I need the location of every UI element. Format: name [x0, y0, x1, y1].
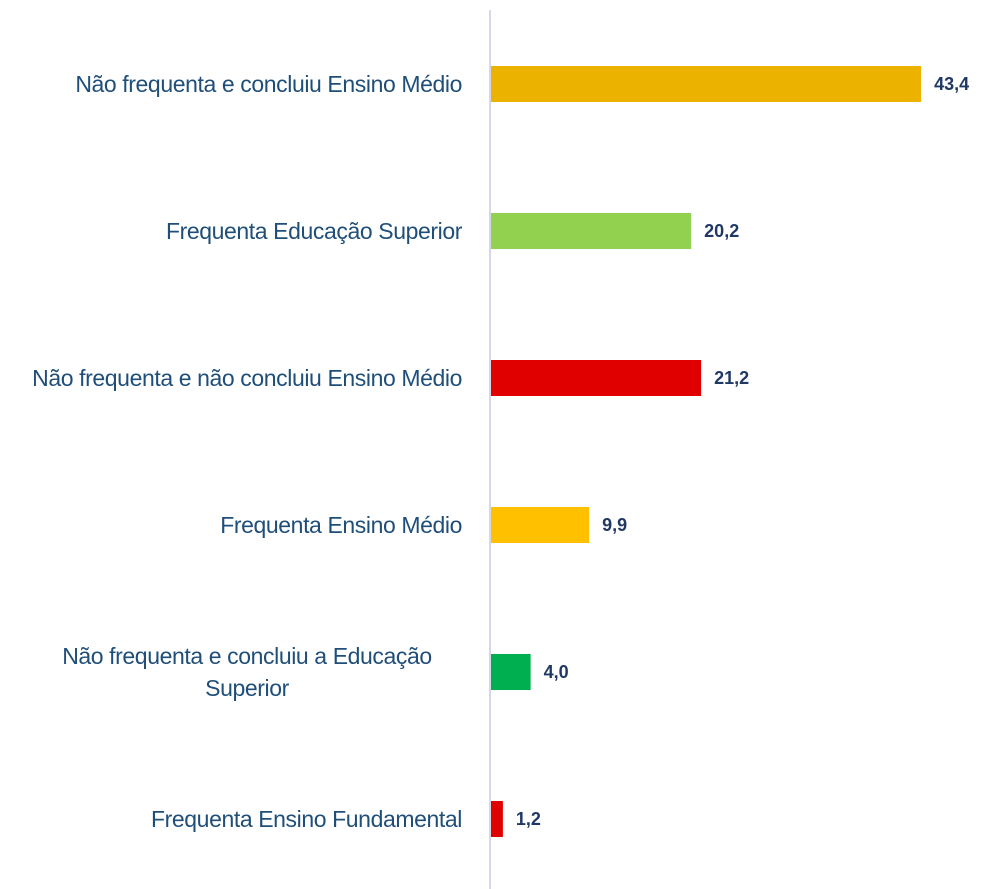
category-label: Frequenta Educação Superior	[10, 215, 462, 247]
bar	[491, 654, 531, 690]
bar	[491, 213, 692, 249]
category-text: Frequenta Ensino Médio	[220, 512, 462, 538]
category-label: Não frequenta e não concluiu Ensino Médi…	[10, 362, 462, 394]
value-label: 1,2	[516, 809, 541, 829]
category-label: Frequenta Ensino Médio	[10, 509, 462, 541]
category-text: Frequenta Ensino Fundamental	[150, 806, 462, 832]
bar	[491, 801, 503, 837]
bar	[491, 66, 922, 102]
value-label: 4,0	[544, 662, 569, 682]
bar	[491, 507, 590, 543]
value-label: 21,2	[714, 368, 749, 388]
value-label: 9,9	[602, 515, 627, 535]
category-text: Não frequenta e concluiu a Educação Supe…	[62, 643, 432, 701]
category-text: Não frequenta e não concluiu Ensino Médi…	[32, 365, 462, 391]
bar	[491, 360, 702, 396]
category-text: Não frequenta e concluiu Ensino Médio	[75, 71, 462, 97]
value-label: 43,4	[934, 74, 969, 94]
category-label: Não frequenta e concluiu a Educação Supe…	[10, 640, 462, 704]
category-label: Não frequenta e concluiu Ensino Médio	[10, 68, 462, 100]
value-label: 20,2	[704, 221, 739, 241]
category-text: Frequenta Educação Superior	[165, 218, 462, 244]
category-label: Frequenta Ensino Fundamental	[10, 803, 462, 835]
